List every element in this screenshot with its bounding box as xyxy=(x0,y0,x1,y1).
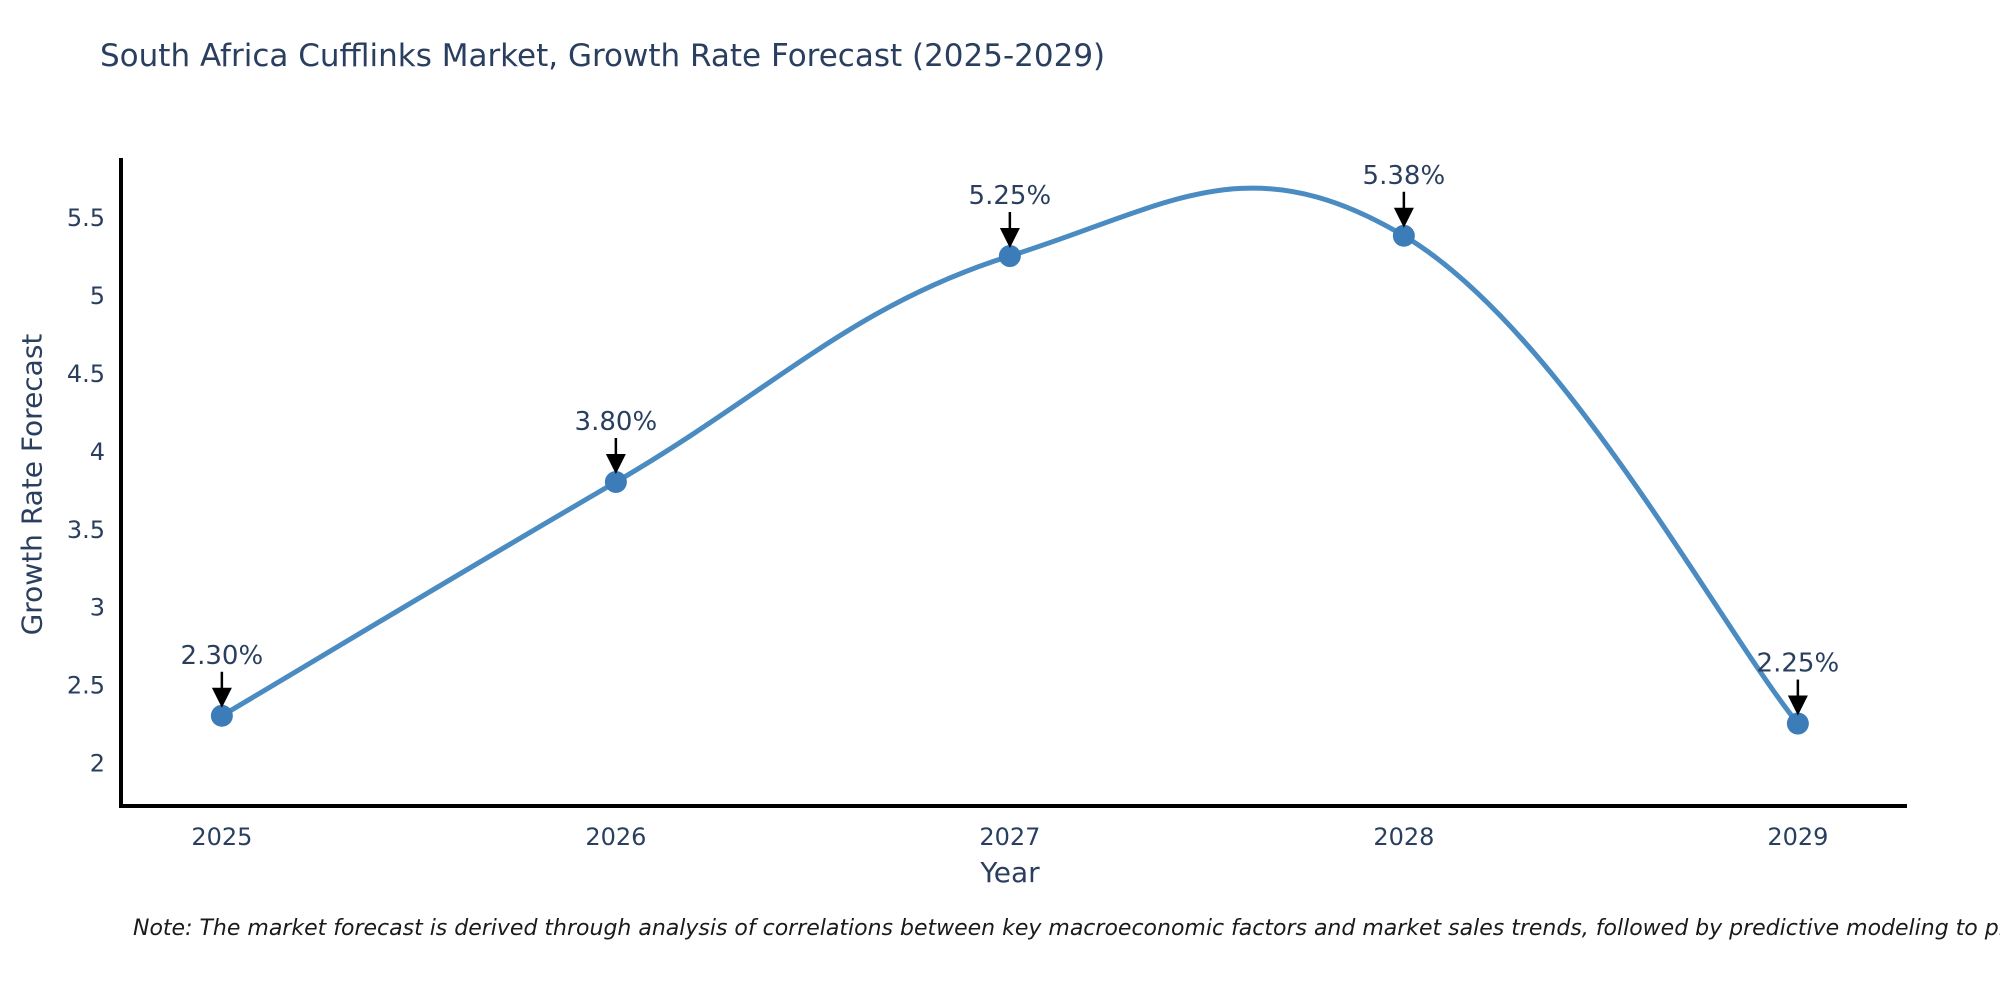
y-tick-label: 4.5 xyxy=(67,360,105,388)
data-point-label: 3.80% xyxy=(575,407,658,437)
y-tick-label: 5.5 xyxy=(67,204,105,232)
y-tick-label: 2 xyxy=(90,750,105,778)
footnote: Note: The market forecast is derived thr… xyxy=(133,916,2000,941)
y-tick-label: 3 xyxy=(90,594,105,622)
annotation-arrowhead xyxy=(1787,695,1808,716)
y-tick-label: 2.5 xyxy=(67,672,105,700)
annotation-arrowhead xyxy=(211,687,232,708)
annotation-arrowhead xyxy=(999,228,1020,249)
data-point-label: 2.30% xyxy=(181,641,264,671)
data-point-label: 5.38% xyxy=(1363,161,1446,191)
data-point-marker xyxy=(604,471,627,493)
data-point-marker xyxy=(1786,712,1809,735)
x-tick-label: 2026 xyxy=(585,823,646,851)
annotation-arrowhead xyxy=(605,454,626,474)
data-point-marker xyxy=(998,245,1021,268)
x-tick-label: 2028 xyxy=(1373,823,1434,851)
y-tick-label: 4 xyxy=(90,438,105,466)
x-tick-label: 2025 xyxy=(191,823,252,851)
data-point-marker xyxy=(1392,224,1415,247)
chart-title: South Africa Cufflinks Market, Growth Ra… xyxy=(100,38,1106,74)
trend-line xyxy=(220,185,1800,726)
x-tick-label: 2029 xyxy=(1767,823,1828,851)
x-tick-label: 2027 xyxy=(979,823,1040,851)
data-point-label: 5.25% xyxy=(969,181,1052,211)
y-tick-label: 3.5 xyxy=(67,516,105,544)
annotation-arrowhead xyxy=(1393,207,1414,228)
data-point-label: 2.25% xyxy=(1757,649,1840,679)
x-axis-title: Year xyxy=(980,856,1040,889)
data-point-marker xyxy=(210,704,233,727)
y-axis-title: Growth Rate Forecast xyxy=(15,333,49,636)
y-tick-label: 5 xyxy=(90,282,105,310)
